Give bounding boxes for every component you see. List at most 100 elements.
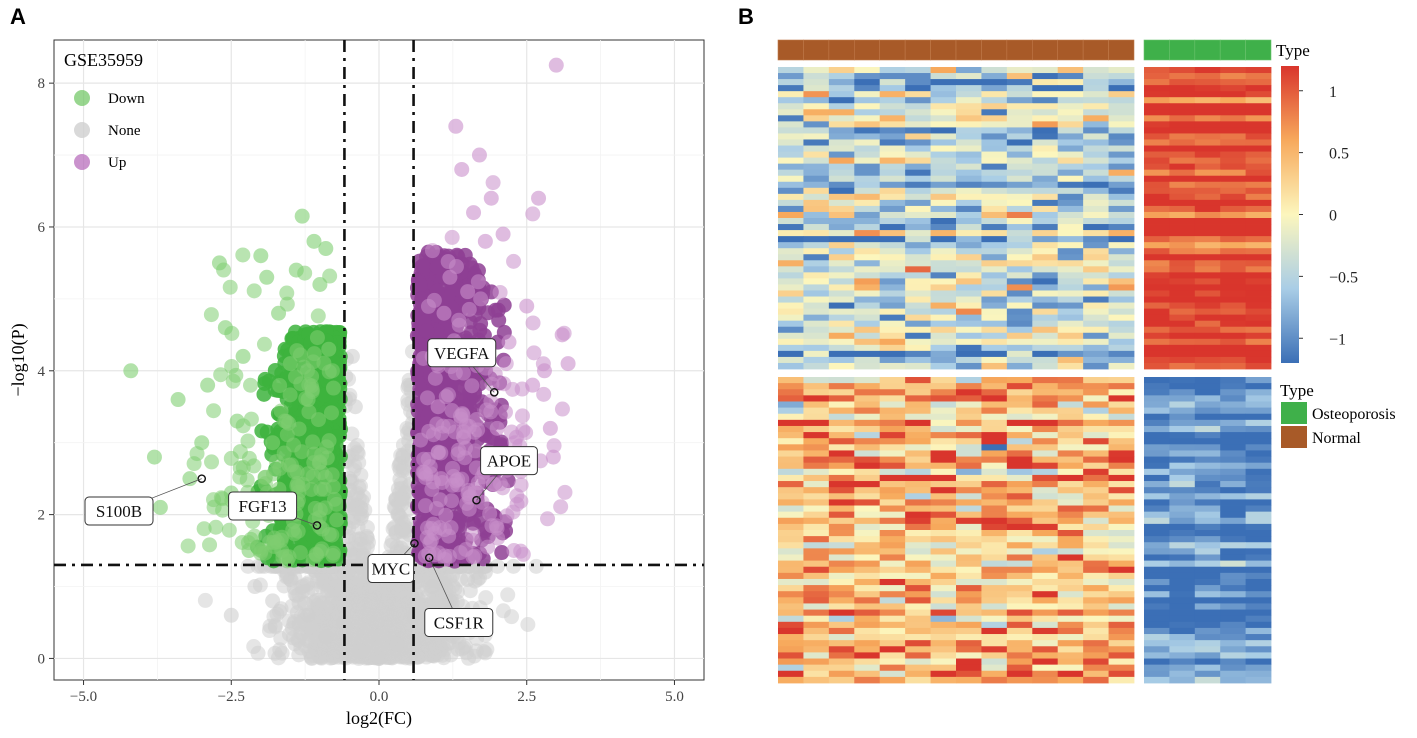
annotation-normal bbox=[955, 39, 982, 61]
gene-label-box bbox=[427, 338, 497, 368]
heatmap-cell bbox=[956, 193, 982, 201]
heatmap-cell bbox=[1083, 181, 1109, 189]
gene-marker bbox=[410, 539, 419, 548]
heatmap-cell bbox=[828, 181, 855, 189]
heatmap-cell bbox=[1057, 272, 1084, 279]
heatmap-cell bbox=[1194, 115, 1221, 122]
heatmap-cell bbox=[905, 79, 931, 86]
heatmap-cell bbox=[879, 79, 906, 86]
heatmap-cell bbox=[1194, 157, 1221, 165]
heatmap-cell bbox=[854, 91, 881, 98]
down-point bbox=[325, 380, 341, 396]
heatmap-cell bbox=[930, 103, 957, 110]
heatmap-cell bbox=[854, 127, 881, 134]
heatmap-cell bbox=[1083, 407, 1109, 415]
heatmap-cell bbox=[1194, 338, 1221, 346]
heatmap-cell bbox=[828, 230, 855, 237]
heatmap-cell bbox=[803, 199, 830, 207]
heatmap-cell bbox=[879, 103, 906, 110]
heatmap-cell bbox=[828, 377, 855, 384]
down-point bbox=[319, 439, 335, 455]
up-point bbox=[554, 401, 570, 417]
heatmap-cell bbox=[1220, 302, 1246, 309]
heatmap-cell bbox=[930, 211, 957, 219]
up-point bbox=[412, 277, 428, 293]
y-tick-label: 4 bbox=[38, 364, 46, 380]
heatmap-cell bbox=[1083, 326, 1109, 334]
heatmap-cell bbox=[1194, 284, 1221, 291]
heatmap-cell bbox=[854, 260, 881, 267]
down-point bbox=[194, 435, 210, 451]
heatmap-cell bbox=[1108, 109, 1135, 116]
heatmap-cell bbox=[854, 332, 881, 340]
heatmap-cell bbox=[1245, 242, 1272, 249]
annotation-normal bbox=[1108, 39, 1135, 61]
none-point bbox=[197, 592, 213, 608]
heatmap-cell bbox=[981, 332, 1008, 340]
heatmap-cell bbox=[1108, 97, 1135, 104]
heatmap-cell bbox=[879, 401, 906, 408]
heatmap-cell bbox=[879, 193, 906, 201]
heatmap-cell bbox=[930, 320, 957, 328]
heatmap-cell bbox=[1245, 181, 1272, 189]
heatmap-cell bbox=[1169, 187, 1196, 195]
heatmap-cell bbox=[803, 260, 830, 267]
heatmap-cell bbox=[1083, 236, 1109, 243]
heatmap-cell bbox=[905, 91, 931, 98]
heatmap-cell bbox=[879, 230, 906, 237]
heatmap-cell bbox=[1144, 272, 1170, 279]
heatmap-cell bbox=[1032, 338, 1059, 346]
heatmap-cell bbox=[778, 362, 804, 370]
heatmap-cell bbox=[1169, 181, 1196, 189]
heatmap-cell bbox=[1144, 344, 1170, 352]
heatmap-cell bbox=[828, 320, 855, 328]
heatmap-cell bbox=[828, 383, 855, 390]
heatmap-cell bbox=[930, 169, 957, 177]
heatmap-cell bbox=[905, 344, 931, 352]
heatmap-cell bbox=[956, 157, 982, 165]
heatmap-cell bbox=[1169, 332, 1196, 340]
heatmap-cell bbox=[1194, 242, 1221, 249]
heatmap-cell bbox=[1083, 85, 1109, 92]
heatmap-cell bbox=[956, 260, 982, 267]
heatmap-cell bbox=[1057, 242, 1084, 249]
down-point bbox=[200, 377, 216, 393]
heatmap-cell bbox=[854, 121, 881, 128]
heatmap-cell bbox=[1032, 236, 1059, 243]
heatmap-cell bbox=[1144, 242, 1170, 249]
heatmap-cell bbox=[930, 278, 957, 285]
heatmap-cell bbox=[981, 308, 1008, 316]
heatmap-cell bbox=[778, 332, 804, 340]
down-point bbox=[232, 460, 248, 476]
down-point bbox=[204, 454, 220, 470]
up-point bbox=[501, 334, 517, 350]
heatmap-cell bbox=[1220, 296, 1246, 303]
heatmap-cell bbox=[1169, 224, 1196, 231]
heatmap-cell bbox=[1032, 296, 1059, 303]
heatmap-cell bbox=[1169, 109, 1196, 116]
heatmap-cell bbox=[778, 79, 804, 86]
heatmap-cell bbox=[1108, 218, 1135, 225]
down-point bbox=[329, 496, 345, 512]
none-point bbox=[389, 636, 405, 652]
heatmap-cell bbox=[854, 151, 881, 158]
heatmap-cell bbox=[1032, 260, 1059, 267]
heatmap-cell bbox=[1108, 181, 1135, 189]
heatmap-cell bbox=[930, 338, 957, 346]
heatmap-cell bbox=[1169, 175, 1196, 183]
heatmap-cell bbox=[956, 79, 982, 86]
heatmap-cell bbox=[1245, 169, 1272, 177]
down-point bbox=[310, 308, 326, 324]
heatmap-cell bbox=[1220, 193, 1246, 201]
down-point bbox=[304, 368, 320, 384]
heatmap-cell bbox=[930, 401, 957, 408]
heatmap-cell bbox=[1169, 314, 1196, 322]
up-point bbox=[470, 422, 486, 438]
heatmap-cell bbox=[1169, 266, 1196, 273]
heatmap-cell bbox=[803, 407, 830, 415]
heatmap-cell bbox=[1083, 145, 1109, 152]
heatmap-cell bbox=[905, 248, 931, 255]
heatmap-cell bbox=[1032, 91, 1059, 98]
heatmap-cell bbox=[956, 145, 982, 152]
